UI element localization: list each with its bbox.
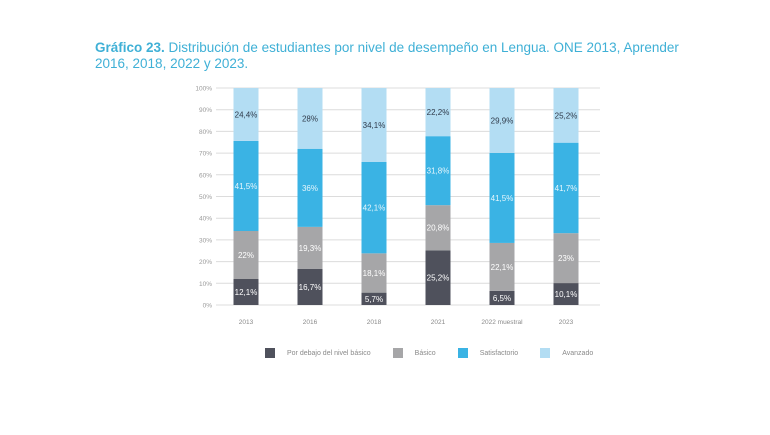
bar-segment-b-sico [553, 233, 579, 284]
bar-segment-avanzado [489, 88, 515, 153]
y-tick-label: 80% [199, 129, 212, 136]
data-label: 12,1% [235, 288, 258, 297]
legend-swatch [392, 348, 403, 358]
legend-swatch [540, 348, 551, 358]
bar-segment-satisfactorio [425, 136, 451, 206]
data-label: 41,5% [491, 194, 514, 203]
data-label: 5,7% [365, 295, 383, 304]
legend-item-below-basic: Por debajo del nivel básico [265, 348, 371, 358]
legend-item-basic: Básico [392, 348, 436, 358]
chart-title: Gráfico 23. Distribución de estudiantes … [95, 40, 715, 72]
data-label: 20,8% [427, 224, 450, 233]
x-tick-label: 2021 [431, 319, 446, 326]
chart-legend: Por debajo del nivel básico Básico Satis… [265, 348, 615, 358]
y-tick-label: 10% [199, 281, 212, 288]
y-tick-label: 20% [199, 259, 212, 266]
bar-segment-por-debajo-del-nivel-b-sico [361, 292, 387, 305]
data-label: 25,2% [555, 111, 578, 120]
bar-segment-avanzado [425, 88, 451, 137]
bar-segment-avanzado [553, 88, 579, 143]
y-tick-label: 40% [199, 216, 212, 223]
bar-segment-b-sico [489, 242, 515, 291]
y-tick-label: 30% [199, 237, 212, 244]
x-tick-label: 2016 [303, 319, 318, 326]
y-tick-label: 90% [199, 107, 212, 114]
data-label: 24,4% [235, 110, 258, 119]
bar-segment-por-debajo-del-nivel-b-sico [425, 250, 451, 305]
legend-item-satisfactory: Satisfactorio [457, 348, 519, 358]
data-label: 22,1% [491, 263, 514, 272]
bar-segment-satisfactorio [361, 161, 387, 254]
data-label: 42,1% [363, 204, 386, 213]
data-label: 16,7% [299, 283, 322, 292]
bar-segment-por-debajo-del-nivel-b-sico [297, 268, 323, 305]
legend-swatch [265, 348, 275, 358]
chart-title-prefix: Gráfico 23. [95, 40, 165, 55]
legend-label: Por debajo del nivel básico [287, 349, 371, 357]
legend-item-advanced: Avanzado [540, 348, 593, 358]
data-label: 41,5% [235, 182, 258, 191]
bar-segment-b-sico [233, 231, 259, 279]
y-tick-label: 70% [199, 151, 212, 158]
bar-segment-satisfactorio [233, 140, 259, 232]
bar-segment-satisfactorio [553, 142, 579, 234]
data-label: 31,8% [427, 167, 450, 176]
y-tick-label: 0% [203, 303, 213, 310]
legend-label: Básico [414, 349, 436, 357]
bar-segment-b-sico [361, 253, 387, 293]
legend-label: Satisfactorio [479, 349, 519, 357]
data-label: 6,5% [493, 294, 511, 303]
data-label: 34,1% [363, 121, 386, 130]
data-label: 19,3% [299, 244, 322, 253]
bar-segment-por-debajo-del-nivel-b-sico [553, 283, 579, 305]
legend-label: Avanzado [562, 349, 594, 357]
data-label: 18,1% [363, 269, 386, 278]
chart-title-text: Distribución de estudiantes por nivel de… [95, 40, 679, 71]
x-tick-label: 2022 muestral [481, 319, 523, 326]
data-label: 10,1% [555, 290, 578, 299]
bar-segment-satisfactorio [297, 148, 323, 227]
data-label: 28% [302, 114, 318, 123]
bar-segment-b-sico [425, 205, 451, 251]
data-label: 36% [302, 184, 318, 193]
bar-segment-por-debajo-del-nivel-b-sico [233, 278, 259, 305]
legend-swatch [457, 348, 468, 358]
data-label: 22% [238, 251, 254, 260]
x-tick-label: 2023 [559, 319, 574, 326]
data-label: 23% [558, 254, 574, 263]
x-tick-label: 2013 [239, 319, 254, 326]
bar-segment-satisfactorio [489, 152, 515, 243]
bar-segment-b-sico [297, 226, 323, 269]
data-label: 29,9% [491, 116, 514, 125]
data-label: 25,2% [427, 274, 450, 283]
bar-segment-avanzado [297, 88, 323, 149]
data-label: 22,2% [427, 108, 450, 117]
x-tick-label: 2018 [367, 319, 382, 326]
bar-segment-avanzado [361, 88, 387, 162]
data-label: 41,7% [555, 184, 578, 193]
y-tick-label: 100% [195, 86, 212, 93]
bar-segment-por-debajo-del-nivel-b-sico [489, 290, 515, 305]
y-tick-label: 60% [199, 172, 212, 179]
bar-segment-avanzado [233, 88, 259, 141]
y-tick-label: 50% [199, 194, 212, 201]
